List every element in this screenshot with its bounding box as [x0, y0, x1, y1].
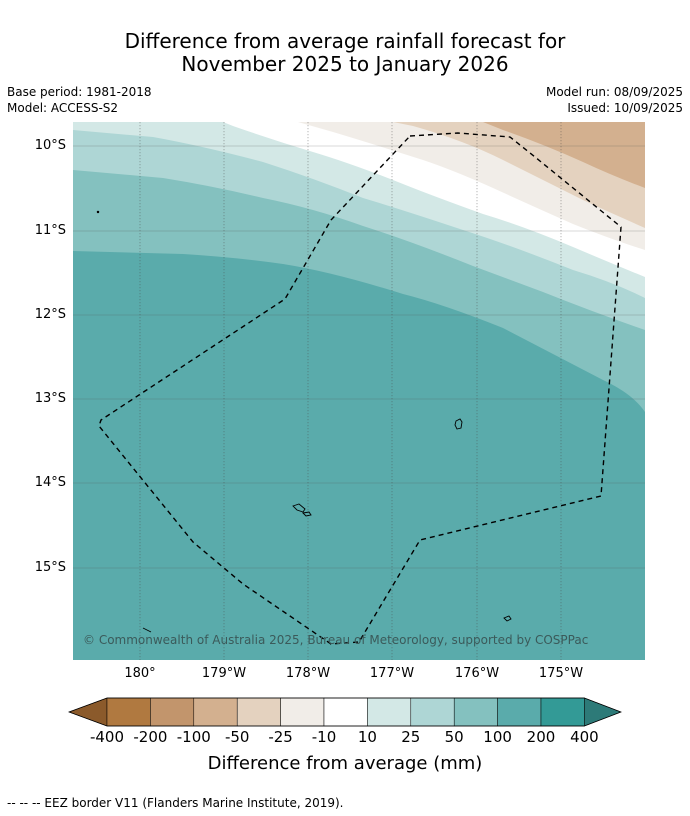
lat-tick-10s: 10°S [34, 138, 66, 153]
colorbar-segment-9 [453, 697, 498, 727]
colorbar-segment-8 [410, 697, 455, 727]
cb-label: 50 [444, 728, 464, 746]
colorbar-segment-4 [236, 697, 281, 727]
colorbar-extend-low [68, 697, 108, 727]
cb-label: 10 [357, 728, 377, 746]
meta-left: Base period: 1981-2018 Model: ACCESS-S2 [7, 84, 152, 116]
region-minus-100 [443, 122, 645, 188]
eez-border [98, 132, 622, 645]
cb-label: 25 [401, 728, 421, 746]
lon-tick-178w: 178°W [285, 666, 331, 681]
model-run: Model run: 08/09/2025 [545, 85, 683, 99]
lat-tick-15s: 15°S [34, 560, 66, 575]
cb-label: 400 [570, 728, 599, 746]
rainfall-map: © Commonwealth of Australia 2025, Bureau… [73, 122, 645, 660]
colorbar-segment-1 [106, 697, 151, 727]
colorbar-extend-high [584, 697, 622, 727]
colorbar-segment-10 [497, 697, 542, 727]
meta-right: Model run: 08/09/2025 Issued: 10/09/2025 [546, 84, 683, 116]
cb-label: 100 [483, 728, 512, 746]
lat-tick-11s: 11°S [34, 223, 66, 238]
islands [96, 210, 512, 633]
islet-north-west [96, 210, 100, 214]
copyright-note: © Commonwealth of Australia 2025, Bureau… [83, 633, 589, 647]
colorbar [68, 697, 622, 727]
island-vaitupu-east [302, 511, 312, 517]
colorbar-segment-6 [323, 697, 368, 727]
title-line-1: Difference from average rainfall forecas… [124, 29, 566, 53]
colorbar-segment-3 [193, 697, 238, 727]
island-south-east [503, 615, 512, 622]
footer-note: -- -- -- EEZ border V11 (Flanders Marine… [7, 796, 344, 810]
cb-label: -200 [133, 728, 168, 746]
colorbar-segment-2 [150, 697, 195, 727]
base-period: Base period: 1981-2018 [7, 85, 152, 99]
island-south-west [142, 627, 152, 633]
colorbar-segment-7 [367, 697, 412, 727]
cb-label: -25 [268, 728, 293, 746]
lon-tick-180: 180° [124, 666, 156, 681]
colorbar-segment-11 [540, 697, 585, 727]
colorbar-title: Difference from average (mm) [207, 753, 483, 774]
island-niulakita [454, 418, 463, 430]
lat-tick-14s: 14°S [34, 475, 66, 490]
lat-tick-13s: 13°S [34, 391, 66, 406]
lon-tick-179w: 179°W [201, 666, 247, 681]
cb-label: -400 [89, 728, 125, 746]
parallels [73, 145, 645, 569]
cb-label: -50 [224, 728, 250, 746]
colorbar-outline [68, 697, 622, 727]
map-canvas [73, 122, 645, 660]
issued-date: Issued: 10/09/2025 [567, 101, 683, 115]
cb-label: -10 [311, 728, 337, 746]
cb-label: -100 [176, 728, 211, 746]
model-name: Model: ACCESS-S2 [7, 101, 119, 115]
cb-label: 200 [526, 728, 556, 746]
lon-tick-176w: 176°W [454, 666, 500, 681]
lon-tick-177w: 177°W [369, 666, 415, 681]
chart-title: Difference from average rainfall forecas… [0, 30, 690, 76]
island-vaitupu-west [292, 503, 306, 513]
colorbar-segment-5 [280, 697, 325, 727]
lon-tick-175w: 175°W [538, 666, 584, 681]
lat-tick-12s: 12°S [34, 307, 66, 322]
title-line-2: November 2025 to January 2026 [181, 52, 509, 76]
